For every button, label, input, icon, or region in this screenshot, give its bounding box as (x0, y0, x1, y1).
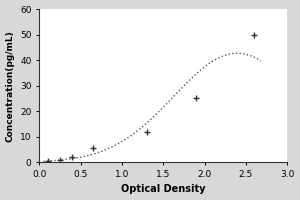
Y-axis label: Concentration(pg/mL): Concentration(pg/mL) (6, 30, 15, 142)
X-axis label: Optical Density: Optical Density (121, 184, 206, 194)
